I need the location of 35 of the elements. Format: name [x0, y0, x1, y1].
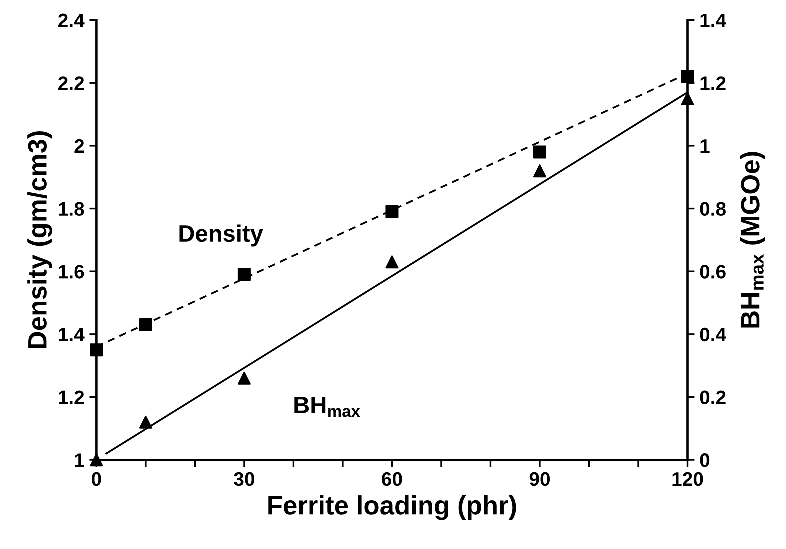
point [386, 256, 399, 269]
y2-tick-label: 1.4 [700, 14, 726, 28]
y2-tick-label: 1.2 [700, 76, 726, 90]
y-axis-title: Density (gm/cm3) [28, 132, 52, 348]
x-axis-title: Ferrite loading (phr) [268, 496, 516, 520]
y-tick-label: 1 [75, 454, 84, 468]
point [238, 268, 251, 282]
point [238, 372, 251, 385]
x-tick-label: 90 [530, 472, 550, 486]
y2-tick-label: 0.4 [700, 328, 726, 342]
point [533, 164, 546, 178]
y2-axis-title: BH$_{max}$ (MGOe) [740, 152, 766, 328]
point [139, 416, 152, 429]
point [533, 146, 546, 159]
y-tick-label: 2.4 [58, 14, 85, 28]
y2-tick-label: 0.2 [700, 390, 726, 404]
point [386, 205, 399, 218]
annotation: Density [180, 224, 264, 247]
point [681, 92, 694, 106]
y2-tick-label: 0.6 [700, 265, 726, 279]
y-tick-label: 1.4 [59, 328, 85, 342]
y-tick-label: 1.2 [59, 390, 84, 404]
y-tick-label: 2.2 [58, 76, 84, 90]
y2-tick-label: 0.8 [700, 202, 726, 216]
y-tick-label: 2 [74, 139, 84, 153]
y2-tick-label: 1 [700, 140, 710, 153]
y2-tick-label: 0 [700, 454, 710, 468]
x-tick-label: 30 [234, 472, 254, 486]
y-tick-label: 1.8 [59, 202, 84, 216]
y-tick-label: 1.6 [59, 265, 84, 279]
point [139, 318, 152, 332]
x-tick-label: 60 [382, 472, 402, 486]
annotation: BH$_{max}$ [294, 397, 360, 418]
x-tick-label: 0 [92, 472, 102, 486]
x-tick-label: 120 [672, 472, 704, 486]
